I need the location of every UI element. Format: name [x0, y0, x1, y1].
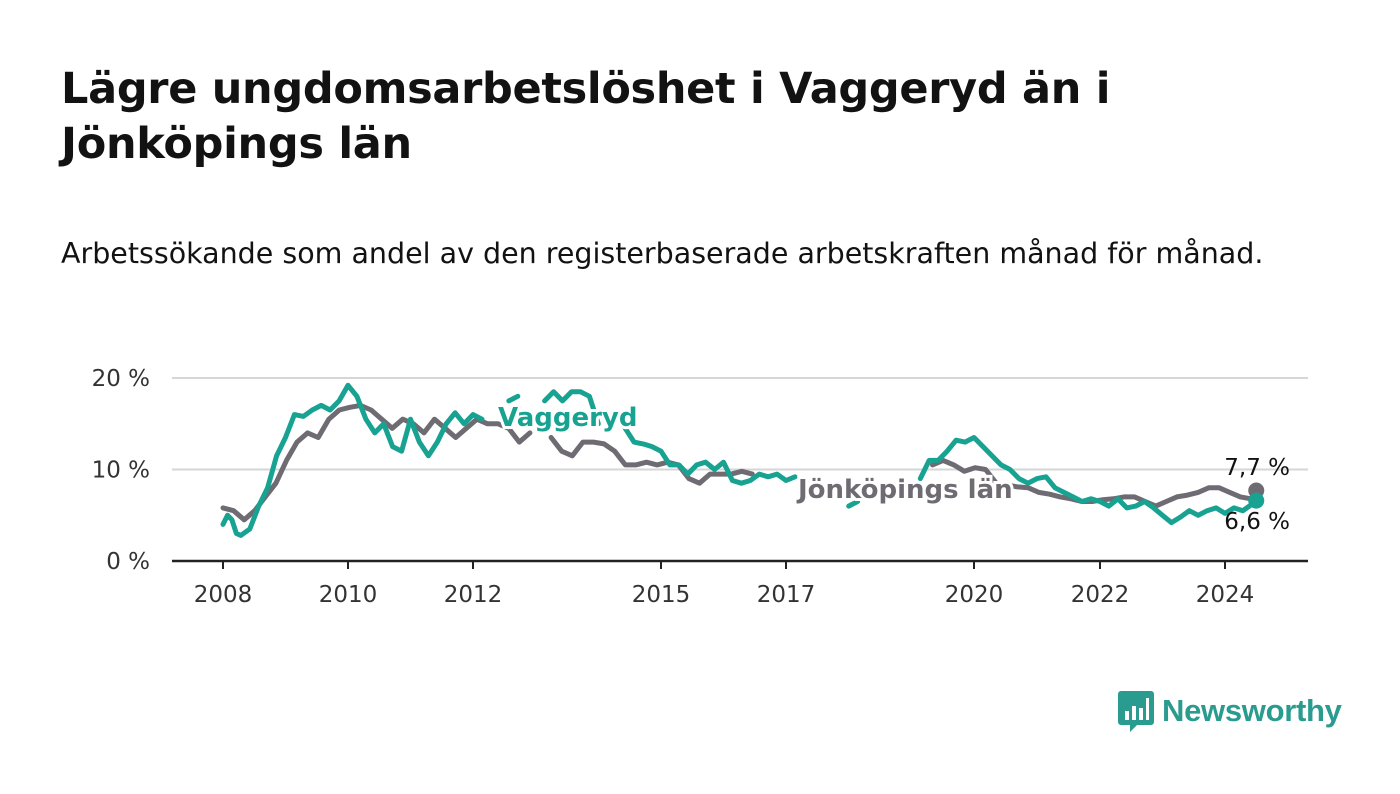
series-line-vaggeryd — [542, 389, 601, 427]
series-line-vaggeryd — [220, 382, 485, 538]
y-tick-label: 20 % — [92, 366, 150, 392]
x-tick-label: 2012 — [444, 582, 503, 608]
series-line-vaggeryd — [506, 393, 521, 404]
series-line-vaggeryd — [846, 499, 861, 509]
series-label-vaggeryd: Vaggeryd — [498, 403, 637, 433]
x-axis: 2008 2010 2012 2015 2017 2020 2022 2024 — [172, 559, 1308, 608]
bar-chart-speech-bubble-icon — [1118, 691, 1154, 732]
y-tick-label: 10 % — [92, 458, 150, 484]
x-tick-label: 2015 — [632, 582, 691, 608]
series-end-marker — [1248, 492, 1265, 509]
series-label-jonkoping: Jönköpings län — [796, 475, 1013, 505]
x-tick-label: 2022 — [1071, 582, 1130, 608]
line-chart: 0 % 10 % 20 % 2008 2010 2012 2015 2017 2020 2022… — [92, 366, 1308, 608]
x-tick-label: 2010 — [319, 582, 378, 608]
chart-subtitle: Arbetssökande som andel av den registerb… — [61, 237, 1264, 270]
brand-name: Newsworthy — [1162, 693, 1342, 728]
series-labels: Jönköpings län Vaggeryd 7,7 % 6,6 % — [495, 400, 1290, 535]
end-value-jonkoping: 7,7 % — [1224, 455, 1290, 481]
series-lines — [220, 382, 1265, 538]
chart-title: Lägre ungdomsarbetslöshet i Vaggeryd än … — [61, 64, 1111, 169]
newsworthy-logo: Newsworthy — [1118, 689, 1342, 733]
series-line-jonkoping — [548, 435, 755, 486]
y-axis: 0 % 10 % 20 % — [92, 366, 150, 575]
x-tick-label: 2024 — [1196, 582, 1255, 608]
x-tick-label: 2008 — [194, 582, 253, 608]
series-line-vaggeryd — [622, 425, 798, 486]
end-value-vaggeryd: 6,6 % — [1224, 509, 1290, 535]
x-tick-label: 2020 — [945, 582, 1004, 608]
y-tick-label: 0 % — [106, 549, 150, 575]
series-line-vaggeryd — [917, 435, 1259, 526]
x-tick-label: 2017 — [757, 582, 816, 608]
series-line-jonkoping — [220, 402, 533, 523]
